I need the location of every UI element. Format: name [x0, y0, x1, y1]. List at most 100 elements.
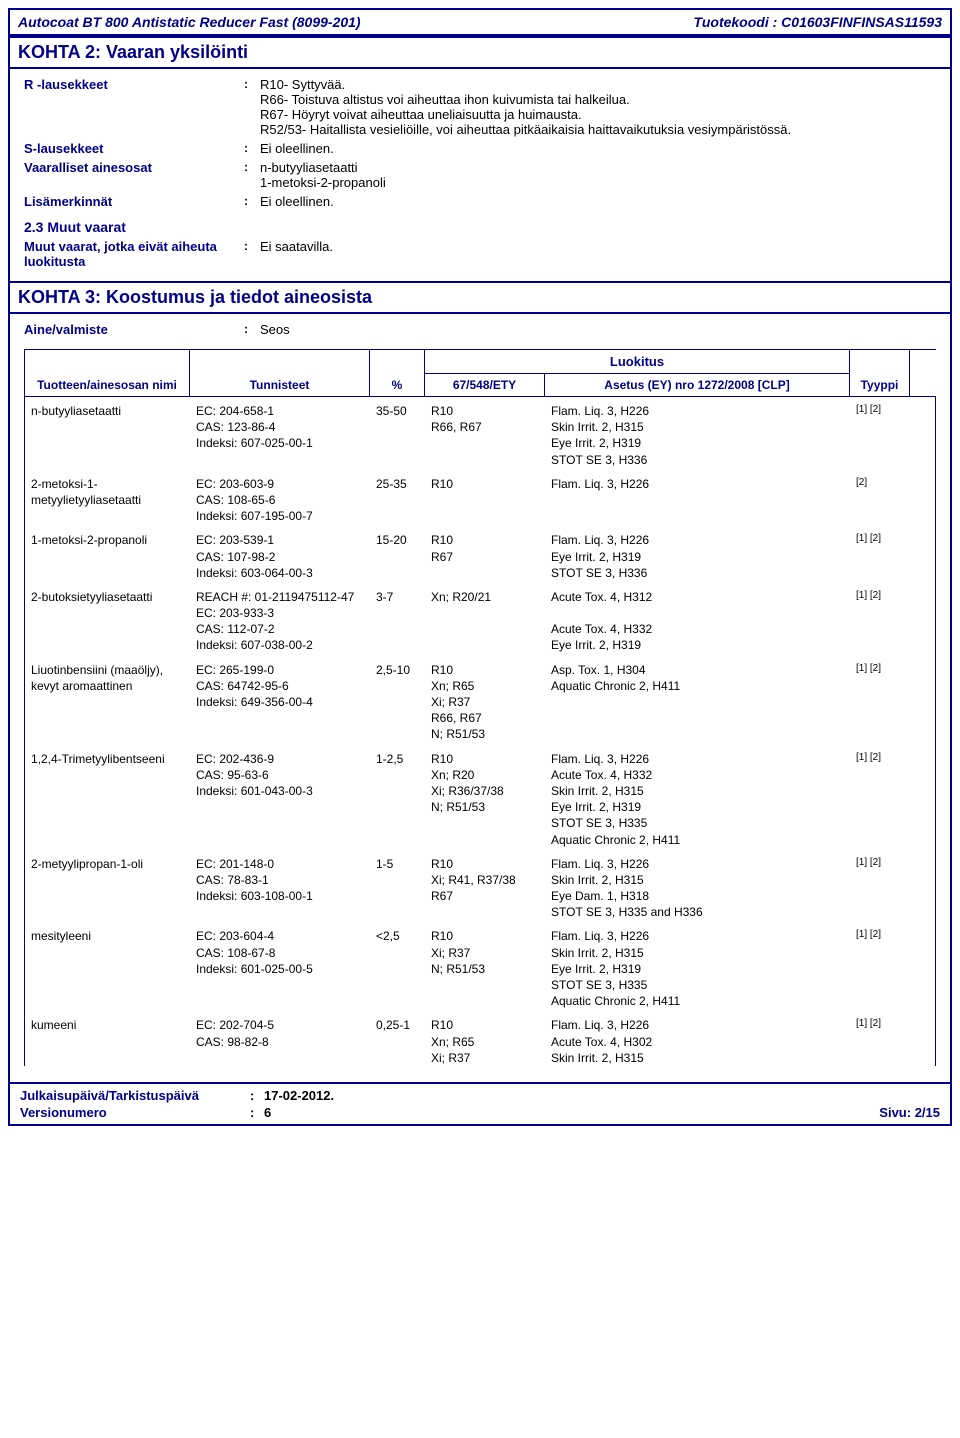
cell-id: EC: 203-603-9 CAS: 108-65-6 Indeksi: 607…: [190, 476, 370, 525]
hazardous-label: Vaaralliset ainesosat: [24, 160, 244, 190]
cell-id: EC: 203-604-4 CAS: 108-67-8 Indeksi: 601…: [190, 928, 370, 1009]
colon: :: [244, 239, 260, 269]
table-row: 2-metoksi-1-metyylietyyliasetaattiEC: 20…: [25, 476, 935, 525]
cell-ety: Xn; R20/21: [425, 589, 545, 654]
cell-ety: R10 Xi; R37 N; R51/53: [425, 928, 545, 1009]
table-row: n-butyyliasetaattiEC: 204-658-1 CAS: 123…: [25, 403, 935, 468]
th-type: Tyyppi: [850, 374, 910, 396]
cell-name: mesityleeni: [25, 928, 190, 1009]
cell-type: [1] [2]: [850, 589, 910, 654]
product-code: Tuotekoodi : C01603FINFINSAS11593: [694, 14, 942, 30]
cell-clp: Flam. Liq. 3, H226: [545, 476, 850, 525]
cell-pct: 25-35: [370, 476, 425, 525]
cell-type: [1] [2]: [850, 662, 910, 743]
th-luokitus: Luokitus: [425, 350, 850, 374]
other-hazards-value: Ei saatavilla.: [260, 239, 936, 269]
cell-ety: R10 Xi; R41, R37/38 R67: [425, 856, 545, 921]
th-type-spacer: [850, 350, 910, 374]
table-row: mesityleeniEC: 203-604-4 CAS: 108-67-8 I…: [25, 928, 935, 1009]
th-id-spacer: [190, 350, 370, 374]
table-row: kumeeniEC: 202-704-5 CAS: 98-82-80,25-1R…: [25, 1017, 935, 1066]
table-row: 1,2,4-TrimetyylibentseeniEC: 202-436-9 C…: [25, 751, 935, 848]
section-2-title: KOHTA 2: Vaaran yksilöinti: [10, 36, 950, 69]
composition-table-body: n-butyyliasetaattiEC: 204-658-1 CAS: 123…: [24, 397, 936, 1066]
other-hazards-label: Muut vaarat, jotka eivät aiheuta luokitu…: [24, 239, 244, 269]
cell-id: EC: 204-658-1 CAS: 123-86-4 Indeksi: 607…: [190, 403, 370, 468]
cell-id: EC: 201-148-0 CAS: 78-83-1 Indeksi: 603-…: [190, 856, 370, 921]
cell-ety: R10 Xn; R20 Xi; R36/37/38 N; R51/53: [425, 751, 545, 848]
cell-pct: <2,5: [370, 928, 425, 1009]
cell-id: EC: 202-704-5 CAS: 98-82-8: [190, 1017, 370, 1066]
cell-pct: 0,25-1: [370, 1017, 425, 1066]
cell-ety: R10: [425, 476, 545, 525]
cell-type: [1] [2]: [850, 928, 910, 1009]
colon: :: [244, 141, 260, 156]
r-phrases-row: R -lausekkeet : R10- Syttyvää. R66- Tois…: [24, 77, 936, 137]
colon: :: [244, 77, 260, 137]
table-row: Liuotinbensiini (maaöljy), kevyt aromaat…: [25, 662, 935, 743]
additional-row: Lisämerkinnät : Ei oleellinen.: [24, 194, 936, 209]
ainevalmiste-row: Aine/valmiste : Seos: [24, 322, 936, 337]
hazardous-value: n-butyyliasetaatti 1-metoksi-2-propanoli: [260, 160, 936, 190]
colon: :: [244, 160, 260, 190]
section-3-content: Aine/valmiste : Seos Luokitus Tuotteen/a…: [10, 314, 950, 1082]
additional-value: Ei oleellinen.: [260, 194, 936, 209]
s-phrases-row: S-lausekkeet : Ei oleellinen.: [24, 141, 936, 156]
cell-pct: 2,5-10: [370, 662, 425, 743]
cell-ety: R10 R66, R67: [425, 403, 545, 468]
cell-ety: R10 Xn; R65 Xi; R37 R66, R67 N; R51/53: [425, 662, 545, 743]
table-row: 2-butoksietyyliasetaattiREACH #: 01-2119…: [25, 589, 935, 654]
colon: :: [250, 1105, 264, 1120]
footer-bar: Julkaisupäivä/Tarkistuspäivä : 17-02-201…: [10, 1082, 950, 1124]
th-clp: Asetus (EY) nro 1272/2008 [CLP]: [545, 374, 850, 396]
table-row: 1-metoksi-2-propanoliEC: 203-539-1 CAS: …: [25, 532, 935, 581]
cell-name: 1-metoksi-2-propanoli: [25, 532, 190, 581]
ainevalmiste-label: Aine/valmiste: [24, 322, 244, 337]
r-phrases-value: R10- Syttyvää. R66- Toistuva altistus vo…: [260, 77, 936, 137]
footer-ver-row: Versionumero : 6 Sivu: 2/15: [20, 1105, 940, 1120]
cell-clp: Flam. Liq. 3, H226 Eye Irrit. 2, H319 ST…: [545, 532, 850, 581]
section-2-content: R -lausekkeet : R10- Syttyvää. R66- Tois…: [10, 69, 950, 281]
footer-ver-value: 6: [264, 1105, 271, 1120]
cell-type: [1] [2]: [850, 751, 910, 848]
colon: :: [244, 322, 260, 337]
cell-pct: 35-50: [370, 403, 425, 468]
cell-name: kumeeni: [25, 1017, 190, 1066]
cell-pct: 15-20: [370, 532, 425, 581]
cell-ety: R10 R67: [425, 532, 545, 581]
cell-type: [1] [2]: [850, 532, 910, 581]
ainevalmiste-value: Seos: [260, 322, 936, 337]
sub-2-3-heading: 2.3 Muut vaarat: [24, 219, 936, 235]
document-frame: Autocoat BT 800 Antistatic Reducer Fast …: [8, 8, 952, 1126]
header-bar: Autocoat BT 800 Antistatic Reducer Fast …: [10, 10, 950, 36]
cell-id: EC: 202-436-9 CAS: 95-63-6 Indeksi: 601-…: [190, 751, 370, 848]
footer-pub-value: 17-02-2012.: [264, 1088, 334, 1103]
product-title: Autocoat BT 800 Antistatic Reducer Fast …: [18, 14, 361, 30]
cell-pct: 1-2,5: [370, 751, 425, 848]
cell-name: 2-metyylipropan-1-oli: [25, 856, 190, 921]
table-header-row-2: Tuotteen/ainesosan nimi Tunnisteet % 67/…: [24, 374, 936, 397]
th-id: Tunnisteet: [190, 374, 370, 396]
cell-pct: 1-5: [370, 856, 425, 921]
footer-pub-row: Julkaisupäivä/Tarkistuspäivä : 17-02-201…: [20, 1088, 940, 1103]
footer-pub-label: Julkaisupäivä/Tarkistuspäivä: [20, 1088, 250, 1103]
th-name-spacer: [25, 350, 190, 374]
cell-pct: 3-7: [370, 589, 425, 654]
th-ety: 67/548/ETY: [425, 374, 545, 396]
table-row: 2-metyylipropan-1-oliEC: 201-148-0 CAS: …: [25, 856, 935, 921]
cell-ety: R10 Xn; R65 Xi; R37: [425, 1017, 545, 1066]
cell-name: Liuotinbensiini (maaöljy), kevyt aromaat…: [25, 662, 190, 743]
colon: :: [244, 194, 260, 209]
hazardous-row: Vaaralliset ainesosat : n-butyyliasetaat…: [24, 160, 936, 190]
cell-clp: Asp. Tox. 1, H304 Aquatic Chronic 2, H41…: [545, 662, 850, 743]
cell-name: 2-butoksietyyliasetaatti: [25, 589, 190, 654]
s-phrases-value: Ei oleellinen.: [260, 141, 936, 156]
cell-clp: Flam. Liq. 3, H226 Acute Tox. 4, H302 Sk…: [545, 1017, 850, 1066]
cell-clp: Flam. Liq. 3, H226 Skin Irrit. 2, H315 E…: [545, 928, 850, 1009]
cell-type: [1] [2]: [850, 1017, 910, 1066]
cell-id: EC: 265-199-0 CAS: 64742-95-6 Indeksi: 6…: [190, 662, 370, 743]
cell-type: [1] [2]: [850, 856, 910, 921]
cell-type: [1] [2]: [850, 403, 910, 468]
r-phrases-label: R -lausekkeet: [24, 77, 244, 137]
other-hazards-row: Muut vaarat, jotka eivät aiheuta luokitu…: [24, 239, 936, 269]
